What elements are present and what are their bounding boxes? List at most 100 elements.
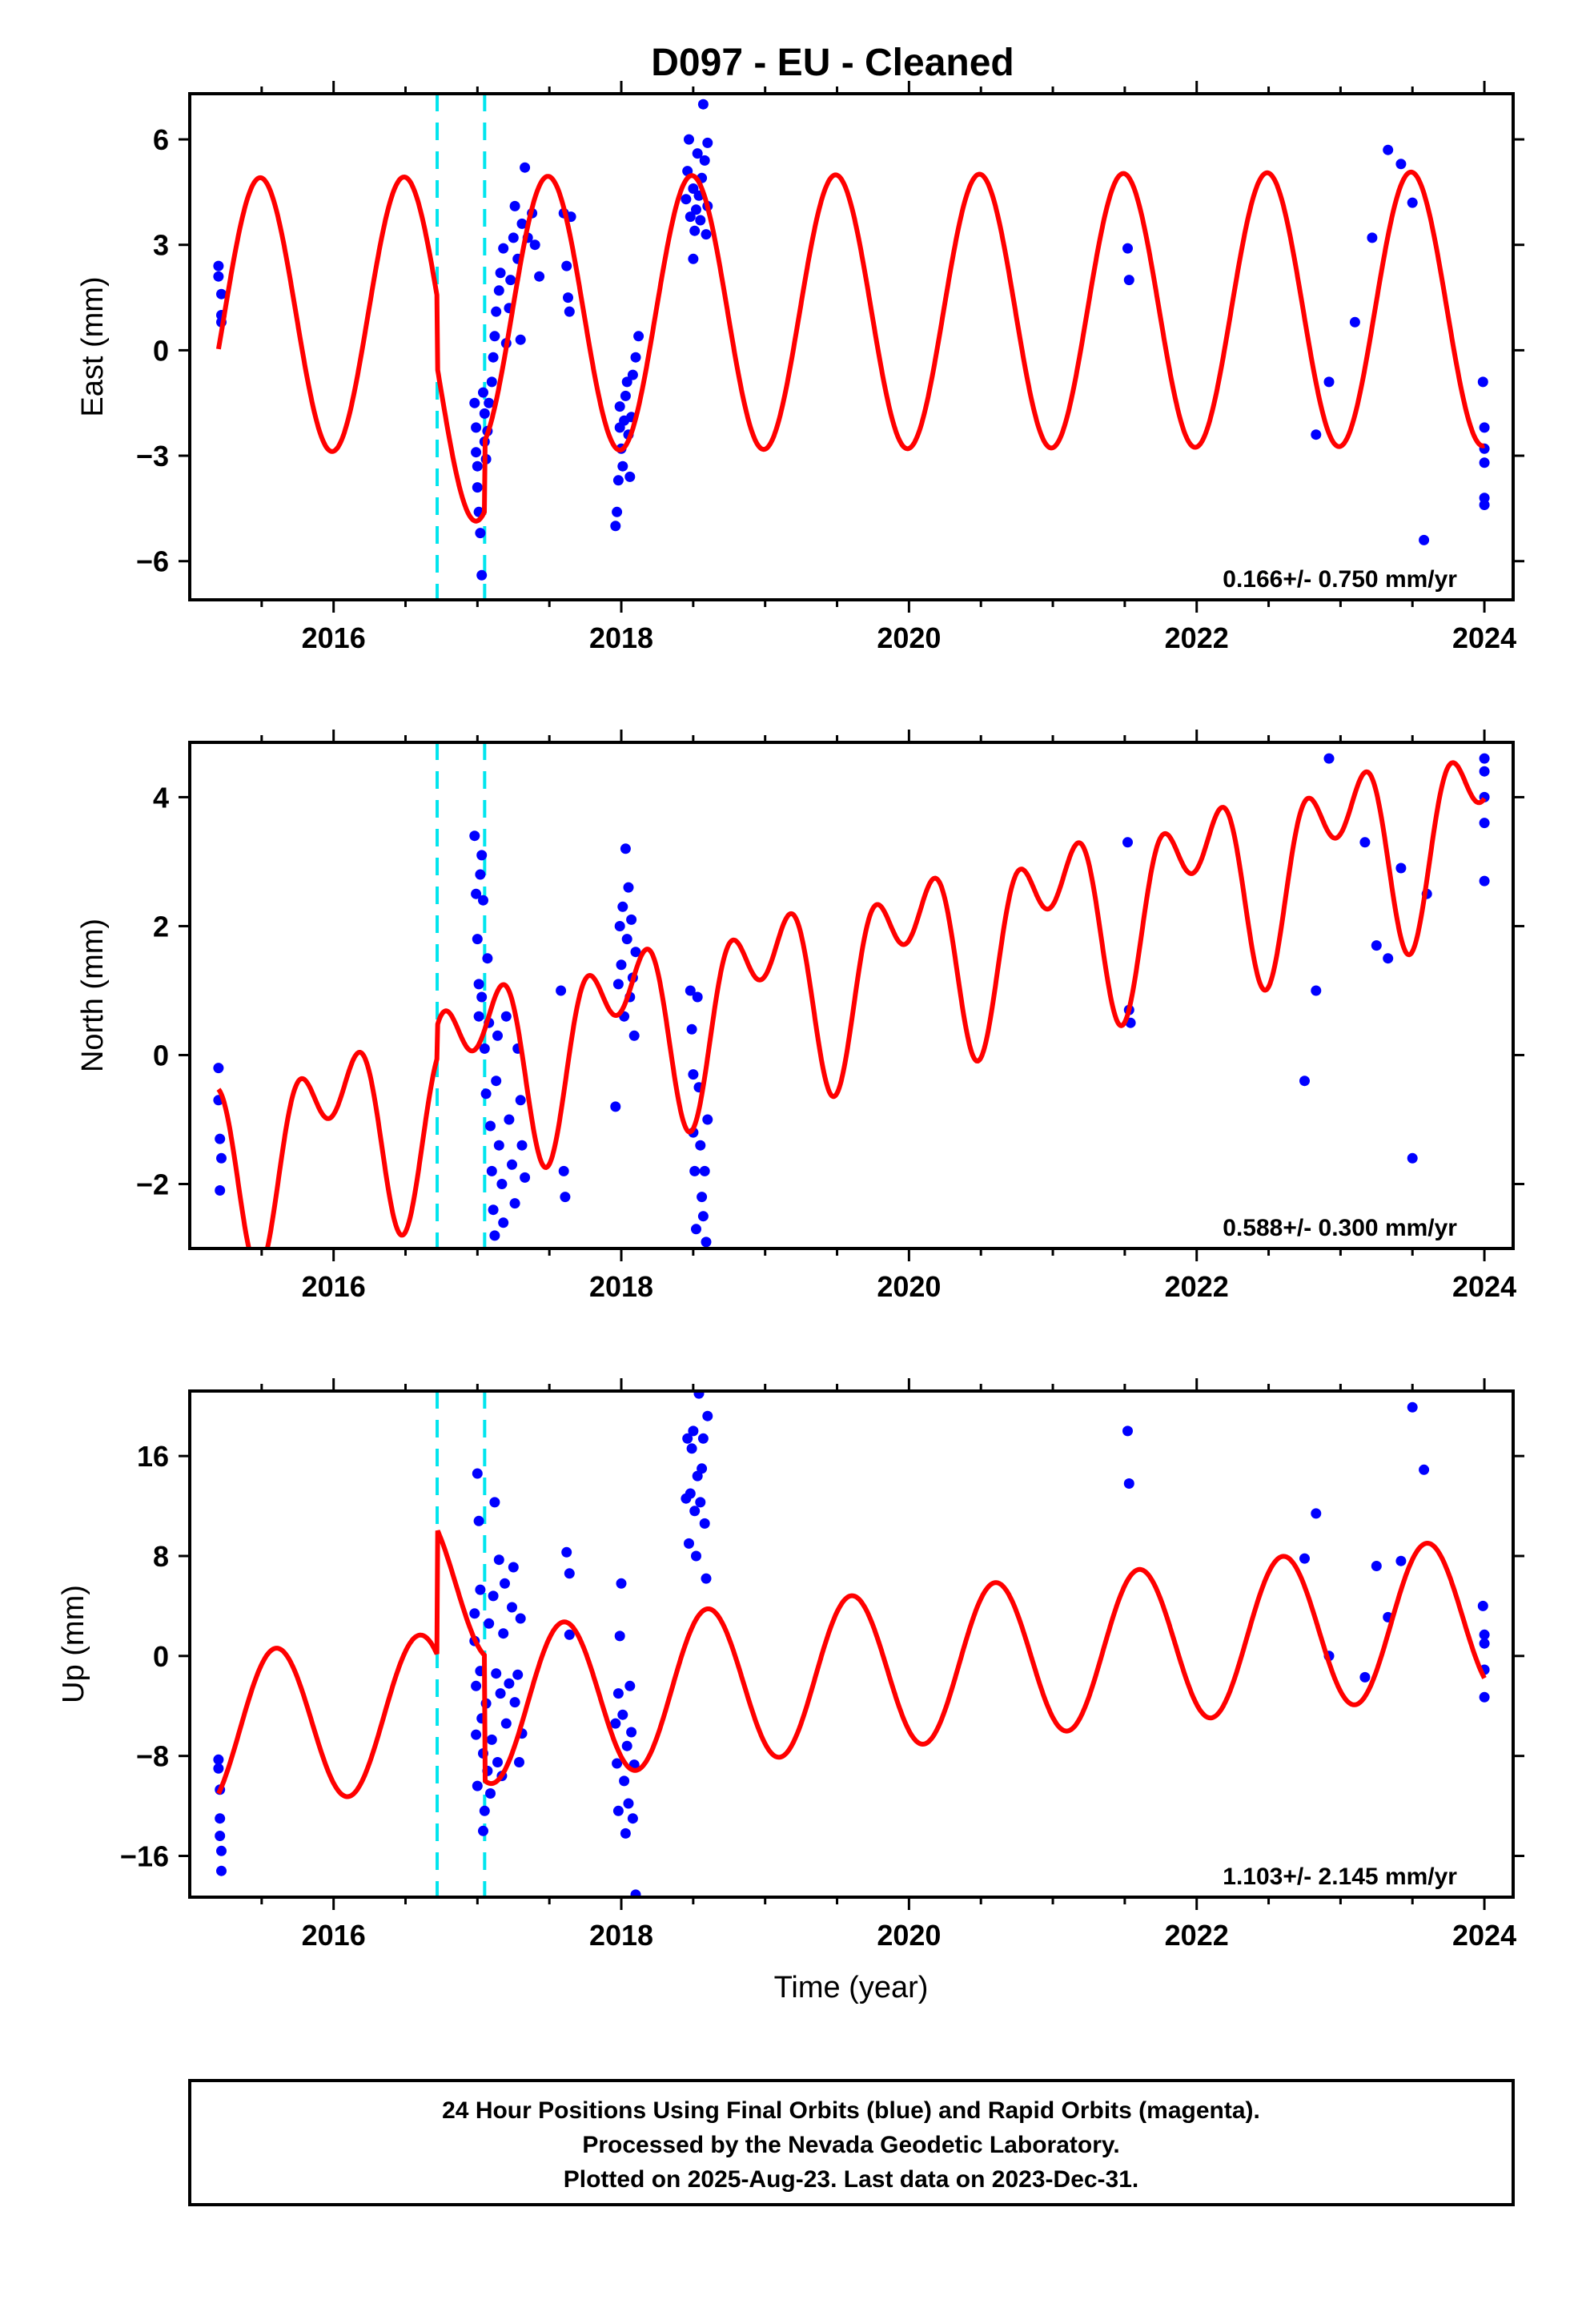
north-x-tick-label: 2024 bbox=[1452, 1270, 1516, 1303]
east-offset-lines bbox=[436, 94, 487, 600]
east-point bbox=[692, 148, 703, 159]
east-point bbox=[478, 387, 488, 398]
east-point bbox=[488, 352, 499, 363]
east-point bbox=[529, 239, 540, 251]
up-point bbox=[216, 1845, 227, 1856]
up-point bbox=[684, 1538, 694, 1549]
up-point bbox=[697, 1433, 709, 1444]
north-point bbox=[686, 1023, 697, 1035]
up-point bbox=[699, 1518, 710, 1529]
north-point bbox=[695, 1140, 706, 1151]
up-point bbox=[1419, 1464, 1430, 1475]
north-x-tick-label: 2022 bbox=[1165, 1270, 1229, 1303]
north-y-tick-label: 4 bbox=[153, 781, 169, 814]
north-point bbox=[692, 991, 703, 1003]
east-point bbox=[495, 267, 506, 279]
east-point bbox=[684, 134, 694, 145]
north-y-ticks: 4 2 0 −2 bbox=[136, 781, 1524, 1200]
north-point bbox=[1323, 753, 1335, 764]
east-point bbox=[1311, 429, 1322, 440]
up-points bbox=[213, 1391, 1490, 1897]
east-point bbox=[469, 397, 480, 408]
east-point bbox=[1479, 422, 1490, 433]
east-point bbox=[509, 200, 520, 211]
east-point bbox=[681, 194, 692, 205]
up-panel: 16 8 0 −8 −16 2016 2018 2020 2022 2024 Up (mm) 1… bbox=[57, 1378, 1524, 1952]
north-x-ticks: 2016 2018 2020 2022 2024 bbox=[260, 730, 1516, 1303]
up-point bbox=[216, 1865, 227, 1876]
up-point bbox=[213, 1754, 224, 1765]
north-point bbox=[479, 1043, 490, 1054]
east-point bbox=[1477, 376, 1488, 388]
north-point bbox=[616, 959, 627, 971]
up-y-tick-label: 16 bbox=[137, 1440, 169, 1473]
east-point bbox=[620, 390, 631, 401]
east-point bbox=[697, 99, 709, 110]
up-x-tick-label: 2018 bbox=[589, 1919, 653, 1952]
up-point bbox=[471, 1680, 482, 1691]
north-point bbox=[488, 1204, 499, 1216]
east-point bbox=[484, 397, 495, 408]
east-point bbox=[1479, 457, 1490, 468]
east-point bbox=[701, 229, 712, 240]
up-point bbox=[623, 1798, 634, 1809]
east-point bbox=[508, 232, 519, 243]
up-point bbox=[627, 1813, 638, 1824]
north-point bbox=[515, 1095, 526, 1106]
east-point bbox=[691, 204, 701, 215]
up-point bbox=[564, 1629, 575, 1640]
north-y-tick-label: 0 bbox=[153, 1039, 169, 1072]
north-point bbox=[493, 1140, 504, 1151]
north-point bbox=[689, 1165, 701, 1176]
east-point bbox=[476, 569, 488, 581]
north-point bbox=[516, 1140, 528, 1151]
east-point bbox=[612, 475, 624, 486]
east-point bbox=[1407, 197, 1418, 208]
up-point bbox=[691, 1550, 701, 1562]
footer-legend-box: 24 Hour Positions Using Final Orbits (bl… bbox=[188, 2079, 1515, 2206]
east-y-tick-label: 6 bbox=[153, 123, 169, 156]
up-point bbox=[1479, 1638, 1490, 1649]
north-point bbox=[1479, 875, 1490, 887]
up-y-ticks: 16 8 0 −8 −16 bbox=[120, 1440, 1524, 1873]
up-frame bbox=[188, 1389, 1515, 1899]
up-point bbox=[514, 1757, 524, 1767]
north-point bbox=[630, 947, 641, 958]
north-point bbox=[1371, 940, 1382, 951]
north-x-tick-label: 2016 bbox=[302, 1270, 366, 1303]
north-panel: 4 2 0 −2 2016 2018 2020 2022 2024 North (mm) 0.… bbox=[76, 730, 1524, 1303]
north-point bbox=[215, 1133, 226, 1144]
east-point bbox=[1395, 159, 1407, 170]
north-point bbox=[213, 1063, 224, 1074]
north-frame bbox=[188, 741, 1515, 1250]
north-point bbox=[1383, 953, 1394, 964]
east-point bbox=[498, 243, 509, 254]
chart-title: D097 - EU - Cleaned bbox=[651, 42, 1014, 84]
x-axis-label: Time (year) bbox=[774, 1971, 929, 2004]
east-point bbox=[689, 225, 701, 236]
north-x-tick-label: 2020 bbox=[877, 1270, 941, 1303]
north-point bbox=[560, 1192, 571, 1203]
east-point bbox=[699, 155, 710, 166]
north-point bbox=[610, 1101, 621, 1112]
up-point bbox=[621, 1740, 632, 1751]
east-point bbox=[627, 369, 638, 380]
north-point bbox=[496, 1179, 508, 1189]
north-y-tick-label: 2 bbox=[153, 910, 169, 943]
east-frame bbox=[188, 92, 1515, 601]
east-model-line bbox=[215, 169, 1485, 524]
up-point bbox=[682, 1433, 693, 1444]
east-point bbox=[561, 260, 572, 271]
east-y-tick-label: −3 bbox=[136, 440, 169, 472]
east-panel: 6 3 0 −3 −6 2016 2018 2020 2022 2024 East (mm) 0… bbox=[76, 81, 1524, 654]
north-point bbox=[697, 1192, 708, 1203]
east-point bbox=[695, 215, 706, 226]
north-point bbox=[1395, 862, 1407, 874]
up-point bbox=[489, 1497, 500, 1508]
east-point bbox=[486, 376, 497, 388]
east-y-axis-label: East (mm) bbox=[76, 276, 110, 416]
east-point bbox=[688, 253, 699, 264]
up-point bbox=[472, 1468, 483, 1479]
up-x-tick-label: 2016 bbox=[302, 1919, 366, 1952]
east-point bbox=[472, 460, 483, 472]
